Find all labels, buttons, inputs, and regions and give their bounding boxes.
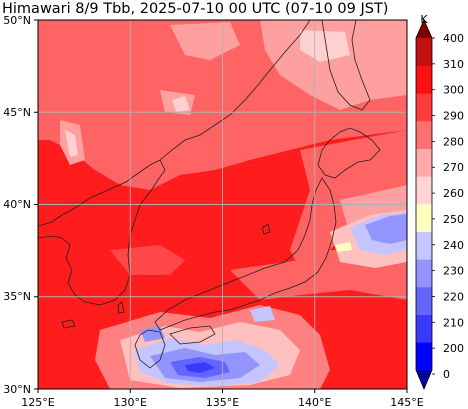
colorbar-unit: K (420, 13, 428, 26)
coast-honshu (154, 177, 337, 331)
colorbar-tick-label: 240 (443, 239, 464, 252)
lon-label-125: 125°E (21, 396, 54, 409)
colorbar-segment (416, 259, 432, 288)
colorbar-segment (416, 204, 432, 232)
colorbar-tick-label: 210 (443, 316, 464, 329)
colorbar-tick-label: 310 (443, 58, 464, 71)
colorbar-segment (416, 93, 432, 122)
colorbar-segment (416, 314, 432, 343)
cloud-layer-260 (65, 30, 350, 157)
colorbar-tick-label: 200 (443, 342, 464, 355)
lat-label-45: 45°N (3, 106, 31, 119)
colorbar-segment (416, 121, 432, 149)
lat-labels: 50°N 45°N 40°N 35°N 30°N (3, 14, 31, 396)
colorbar-labels: 0 200 210 220 230 240 250 260 270 280 290 300 310 400 (432, 32, 464, 381)
colorbar-tick-label: 260 (443, 187, 464, 200)
gridlines (38, 20, 407, 389)
colorbar-segment (416, 176, 432, 205)
colorbar-segment (416, 38, 432, 66)
colorbar-tick-label: 220 (443, 290, 464, 303)
lon-label-130: 130°E (114, 396, 147, 409)
colorbar-extend-high (416, 20, 432, 38)
coastlines (38, 20, 381, 369)
coast-tsushima (117, 301, 125, 314)
lat-label-30: 30°N (3, 383, 31, 396)
lon-label-135: 135°E (206, 396, 239, 409)
convective-cluster-south (95, 305, 330, 389)
colorbar-segment (416, 342, 432, 371)
coast-hokkaido (317, 127, 381, 179)
coast-primorye (159, 20, 311, 161)
convective-cluster-east (330, 210, 407, 268)
coast-korea-china (38, 159, 166, 306)
colorbar-tick-label: 230 (443, 265, 464, 278)
map-area (38, 20, 407, 389)
lat-label-40: 40°N (3, 198, 31, 211)
colorbar-tick-label: 400 (443, 32, 464, 45)
lat-label-50: 50°N (3, 14, 31, 27)
colorbar-tick-label: 290 (443, 110, 464, 123)
lat-label-35: 35°N (3, 290, 31, 303)
coast-sakhalin (321, 20, 371, 111)
colorbar-tick-label: 280 (443, 135, 464, 148)
lon-label-145: 145°E (390, 396, 423, 409)
colorbar-extend-low (416, 370, 432, 389)
colorbar-tick-label: 270 (443, 161, 464, 174)
colorbar-tick-label: 300 (443, 84, 464, 97)
coast-sado (261, 223, 271, 235)
colorbar-segments (416, 20, 432, 389)
colorbar-segment (416, 231, 432, 260)
coast-jeju (61, 319, 76, 329)
map-title: Himawari 8/9 Tbb, 2025-07-10 00 UTC (07-… (2, 1, 389, 17)
colorbar-segment (416, 65, 432, 94)
colorbar-tick-label: 250 (443, 213, 464, 226)
colorbar-segment (416, 287, 432, 315)
lon-label-140: 140°E (298, 396, 331, 409)
colorbar-segment (416, 148, 432, 177)
coast-shikoku (169, 325, 216, 345)
lon-labels: 125°E 130°E 135°E 140°E 145°E (21, 396, 423, 409)
axis-ticks (34, 19, 408, 393)
coast-kyushu (134, 329, 166, 369)
colorbar: K 0 200 210 220 230 240 250 260 270 280 290 300 310 4… (415, 13, 464, 391)
colorbar-tick-label: 0 (443, 368, 450, 381)
